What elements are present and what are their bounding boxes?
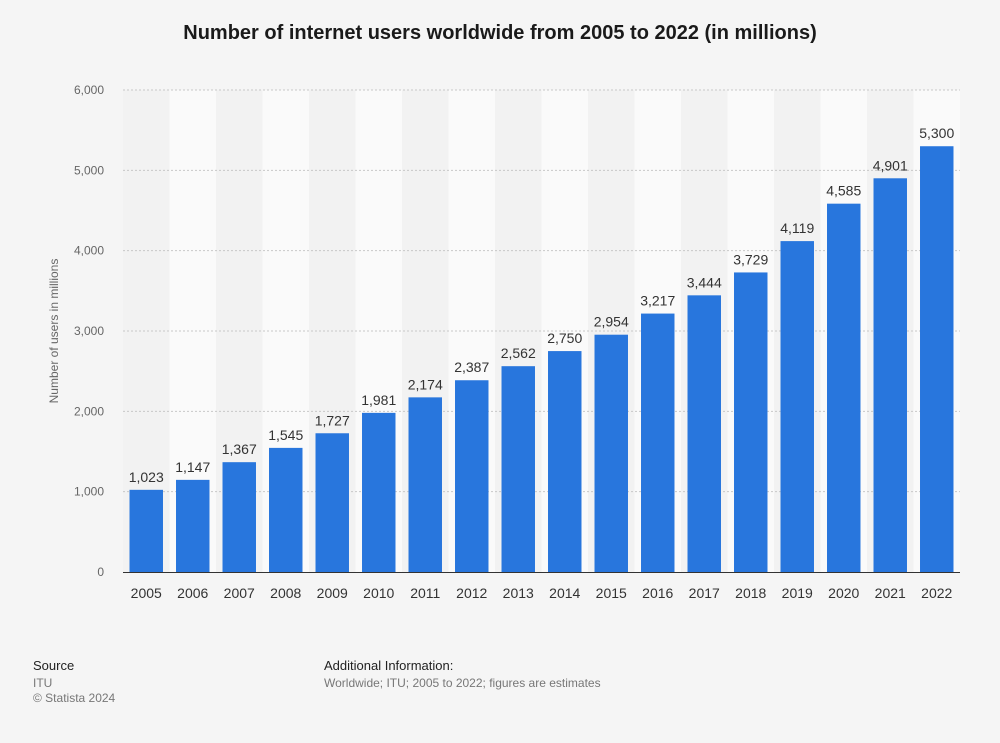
copyright-text: © Statista 2024 [33, 691, 116, 705]
data-label: 3,444 [687, 274, 722, 290]
x-tick-label: 2013 [503, 585, 534, 601]
bar-2022[interactable] [920, 146, 954, 572]
x-tick-label: 2014 [549, 585, 580, 601]
additional-info-text: Worldwide; ITU; 2005 to 2022; figures ar… [324, 676, 601, 690]
x-tick-label: 2019 [782, 585, 813, 601]
bar-2014[interactable] [548, 351, 582, 572]
bar-2013[interactable] [501, 366, 535, 572]
data-label: 4,585 [826, 183, 861, 199]
data-label: 5,300 [919, 125, 954, 141]
x-tick-label: 2021 [875, 585, 906, 601]
x-tick-label: 2015 [596, 585, 627, 601]
bar-2015[interactable] [594, 334, 628, 572]
bar-2020[interactable] [827, 203, 861, 572]
additional-info-heading: Additional Information: [324, 658, 454, 673]
y-tick-label: 5,000 [74, 163, 104, 177]
page-title: Number of internet users worldwide from … [183, 22, 817, 44]
y-tick-label: 3,000 [74, 324, 104, 338]
y-axis-ticks: 0 1,000 2,000 3,000 4,000 5,000 6,000 [74, 83, 104, 579]
x-tick-label: 2007 [224, 585, 255, 601]
y-axis-title: Number of users in millions [47, 259, 61, 404]
data-label: 1,367 [222, 441, 257, 457]
data-label: 1,727 [315, 412, 350, 428]
x-tick-label: 2022 [921, 585, 952, 601]
bar-2006[interactable] [176, 479, 210, 572]
bar-2008[interactable] [269, 447, 303, 572]
bar-2012[interactable] [455, 380, 489, 572]
data-label: 1,147 [175, 459, 210, 475]
bar-2019[interactable] [780, 241, 814, 572]
bar-2009[interactable] [315, 433, 349, 572]
data-label: 2,562 [501, 345, 536, 361]
x-tick-label: 2006 [177, 585, 208, 601]
y-tick-label: 2,000 [74, 404, 104, 418]
bar-2017[interactable] [687, 295, 721, 572]
data-label: 2,174 [408, 376, 443, 392]
bars [129, 146, 954, 573]
x-tick-label: 2010 [363, 585, 394, 601]
y-tick-label: 0 [97, 565, 104, 579]
x-tick-label: 2008 [270, 585, 301, 601]
bar-2005[interactable] [129, 489, 163, 572]
source-heading: Source [33, 658, 75, 673]
data-label: 2,954 [594, 314, 629, 330]
bar-2018[interactable] [734, 272, 768, 572]
x-tick-label: 2011 [410, 585, 440, 601]
data-label: 2,387 [454, 359, 489, 375]
bar-2007[interactable] [222, 462, 256, 572]
y-tick-label: 4,000 [74, 244, 104, 258]
data-label: 1,981 [361, 392, 396, 408]
y-tick-label: 1,000 [74, 485, 104, 499]
data-labels: 1,023 1,147 1,367 1,545 1,727 1,981 2,174 2,387… [129, 125, 955, 485]
x-tick-label: 2020 [828, 585, 859, 601]
x-axis-ticks: 2005 2006 2007 2008 2009 2010 2011 2012 2013 2014… [131, 585, 953, 601]
data-label: 1,023 [129, 469, 164, 485]
x-tick-label: 2005 [131, 585, 162, 601]
bar-2016[interactable] [641, 313, 675, 572]
x-tick-label: 2009 [317, 585, 348, 601]
data-label: 2,750 [547, 330, 582, 346]
x-tick-label: 2012 [456, 585, 487, 601]
data-label: 1,545 [268, 427, 303, 443]
data-label: 3,729 [733, 251, 768, 267]
data-label: 4,901 [873, 157, 908, 173]
x-tick-label: 2016 [642, 585, 673, 601]
x-tick-label: 2017 [689, 585, 720, 601]
x-tick-label: 2018 [735, 585, 766, 601]
source-name[interactable]: ITU [33, 676, 53, 690]
y-tick-label: 6,000 [74, 83, 104, 97]
bar-2021[interactable] [873, 178, 907, 573]
bar-2010[interactable] [362, 412, 396, 572]
gridlines [123, 89, 960, 493]
data-label: 3,217 [640, 293, 675, 309]
bar-2011[interactable] [408, 397, 442, 572]
data-label: 4,119 [780, 220, 814, 236]
